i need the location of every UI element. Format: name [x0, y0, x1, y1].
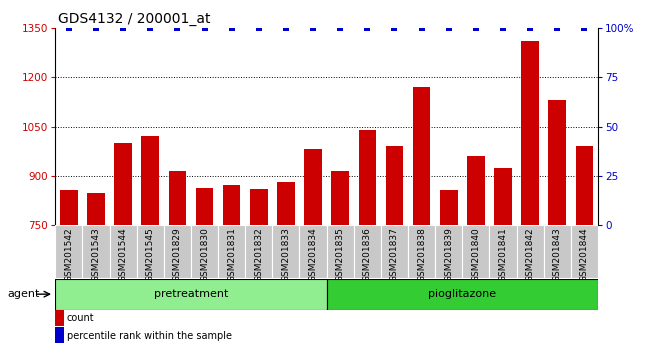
Point: [498, 25, 508, 31]
Text: GDS4132 / 200001_at: GDS4132 / 200001_at: [58, 12, 211, 27]
Bar: [543, 225, 571, 278]
Bar: [327, 279, 598, 310]
Bar: [196, 188, 213, 225]
Text: GSM201542: GSM201542: [64, 227, 73, 282]
Text: GSM201545: GSM201545: [146, 227, 155, 282]
Text: GSM201843: GSM201843: [552, 227, 562, 282]
Point: [552, 25, 562, 31]
Text: count: count: [67, 313, 95, 323]
Bar: [576, 145, 593, 225]
Bar: [164, 225, 191, 278]
Text: GSM201829: GSM201829: [173, 227, 182, 282]
Bar: [489, 225, 517, 278]
Bar: [517, 225, 544, 278]
Bar: [55, 279, 326, 310]
Bar: [332, 171, 349, 225]
Text: GSM201544: GSM201544: [118, 227, 127, 282]
Point: [362, 25, 372, 31]
Bar: [55, 225, 83, 278]
Point: [200, 25, 210, 31]
Bar: [218, 225, 245, 278]
Bar: [87, 193, 105, 225]
Bar: [277, 182, 294, 225]
Text: GSM201838: GSM201838: [417, 227, 426, 282]
Text: GSM201841: GSM201841: [499, 227, 508, 282]
Point: [443, 25, 454, 31]
Bar: [462, 225, 489, 278]
Text: GSM201831: GSM201831: [227, 227, 236, 282]
Text: GSM201842: GSM201842: [526, 227, 535, 282]
Point: [471, 25, 481, 31]
Text: pretreatment: pretreatment: [154, 289, 228, 299]
Text: GSM201839: GSM201839: [444, 227, 453, 282]
Text: agent: agent: [8, 289, 40, 299]
Bar: [354, 225, 381, 278]
Point: [254, 25, 264, 31]
Text: pioglitazone: pioglitazone: [428, 289, 497, 299]
Point: [389, 25, 400, 31]
Bar: [55, 310, 64, 326]
Bar: [521, 41, 539, 225]
Point: [281, 25, 291, 31]
Text: GSM201833: GSM201833: [281, 227, 291, 282]
Point: [525, 25, 536, 31]
Bar: [114, 143, 132, 225]
Bar: [413, 87, 430, 225]
Point: [145, 25, 155, 31]
Bar: [381, 225, 408, 278]
Bar: [250, 189, 268, 225]
Bar: [385, 145, 403, 225]
Bar: [440, 190, 458, 225]
Text: GSM201840: GSM201840: [471, 227, 480, 282]
Bar: [436, 225, 462, 278]
Bar: [304, 149, 322, 225]
Bar: [467, 156, 485, 225]
Point: [172, 25, 183, 31]
Point: [118, 25, 128, 31]
Bar: [408, 225, 436, 278]
Text: percentile rank within the sample: percentile rank within the sample: [67, 331, 232, 341]
Point: [335, 25, 345, 31]
Text: GSM201830: GSM201830: [200, 227, 209, 282]
Text: GSM201834: GSM201834: [309, 227, 318, 282]
Bar: [549, 100, 566, 225]
Bar: [83, 225, 110, 278]
Point: [91, 25, 101, 31]
Text: GSM201835: GSM201835: [335, 227, 345, 282]
Bar: [142, 136, 159, 225]
Bar: [300, 225, 326, 278]
Point: [64, 25, 74, 31]
Bar: [55, 327, 64, 343]
Point: [579, 25, 590, 31]
Point: [226, 25, 237, 31]
Bar: [168, 171, 186, 225]
Text: GSM201543: GSM201543: [92, 227, 101, 282]
Bar: [327, 225, 354, 278]
Bar: [359, 130, 376, 225]
Text: GSM201836: GSM201836: [363, 227, 372, 282]
Bar: [245, 225, 272, 278]
Text: GSM201844: GSM201844: [580, 227, 589, 282]
Bar: [60, 190, 77, 225]
Bar: [136, 225, 164, 278]
Text: GSM201832: GSM201832: [254, 227, 263, 282]
Bar: [272, 225, 300, 278]
Bar: [191, 225, 218, 278]
Text: GSM201837: GSM201837: [390, 227, 399, 282]
Bar: [571, 225, 598, 278]
Point: [417, 25, 427, 31]
Bar: [109, 225, 136, 278]
Bar: [494, 169, 512, 225]
Bar: [223, 185, 240, 225]
Point: [308, 25, 318, 31]
